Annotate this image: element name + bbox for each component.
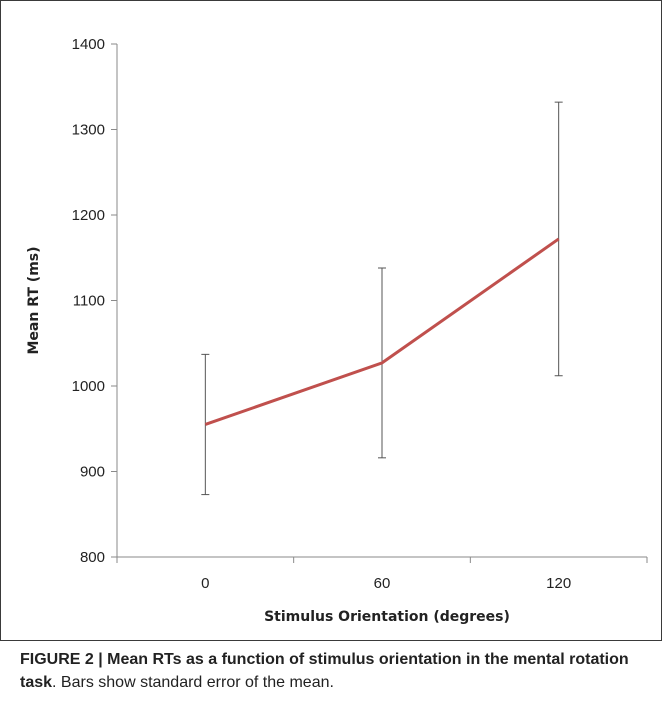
x-tick-label: 60 [374, 575, 391, 592]
x-tick-label: 0 [201, 575, 209, 592]
y-tick-label: 1200 [72, 207, 105, 224]
caption-description: . Bars show standard error of the mean. [52, 674, 334, 691]
x-tick-label: 120 [546, 575, 571, 592]
figure-frame: 800 900 1000 1100 1200 1300 1400 0 60 120 Stimulus… [0, 0, 662, 641]
y-tick-label: 1100 [73, 293, 105, 310]
x-axis-title: Stimulus Orientation (degrees) [264, 609, 510, 625]
y-axis-title: Mean RT (ms) [26, 246, 42, 354]
y-tick-label: 1400 [72, 36, 105, 53]
series-line [204, 237, 560, 426]
y-tick-label: 1000 [72, 378, 105, 395]
y-tick-label: 800 [80, 549, 105, 566]
y-tick-label: 1300 [72, 122, 105, 139]
caption-title: FIGURE 2 | Mean RTs as a function of sti… [20, 651, 629, 691]
figure-caption: FIGURE 2 | Mean RTs as a function of sti… [20, 648, 650, 694]
y-tick-label: 900 [80, 464, 105, 481]
line-chart: 800 900 1000 1100 1200 1300 1400 0 60 120 Stimulus… [26, 36, 648, 625]
